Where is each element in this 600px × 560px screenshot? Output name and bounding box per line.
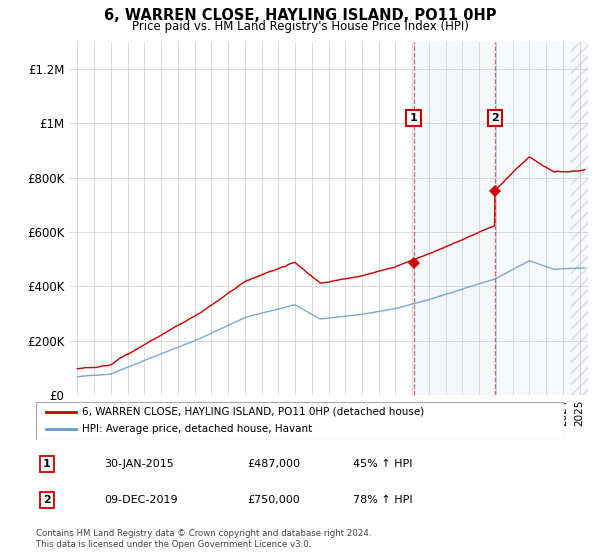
Text: 6, WARREN CLOSE, HAYLING ISLAND, PO11 0HP (detached house): 6, WARREN CLOSE, HAYLING ISLAND, PO11 0H… [82,407,425,417]
Text: 09-DEC-2019: 09-DEC-2019 [104,494,178,505]
Bar [495,42,588,395]
Text: 78% ↑ HPI: 78% ↑ HPI [353,494,412,505]
Text: £750,000: £750,000 [247,494,300,505]
Text: 1: 1 [410,113,418,123]
Text: 30-JAN-2015: 30-JAN-2015 [104,459,175,469]
Text: 2: 2 [43,494,50,505]
Text: 6, WARREN CLOSE, HAYLING ISLAND, PO11 0HP: 6, WARREN CLOSE, HAYLING ISLAND, PO11 0H… [104,8,496,24]
Text: £487,000: £487,000 [247,459,300,469]
Text: 2: 2 [491,113,499,123]
Text: Contains HM Land Registry data © Crown copyright and database right 2024.
This d: Contains HM Land Registry data © Crown c… [36,529,371,549]
Text: HPI: Average price, detached house, Havant: HPI: Average price, detached house, Hava… [82,424,313,435]
Text: 45% ↑ HPI: 45% ↑ HPI [353,459,412,469]
Bar [571,42,588,395]
Bar [413,42,495,395]
FancyBboxPatch shape [36,402,564,440]
Text: Price paid vs. HM Land Registry's House Price Index (HPI): Price paid vs. HM Land Registry's House … [131,20,469,32]
Text: 1: 1 [43,459,50,469]
